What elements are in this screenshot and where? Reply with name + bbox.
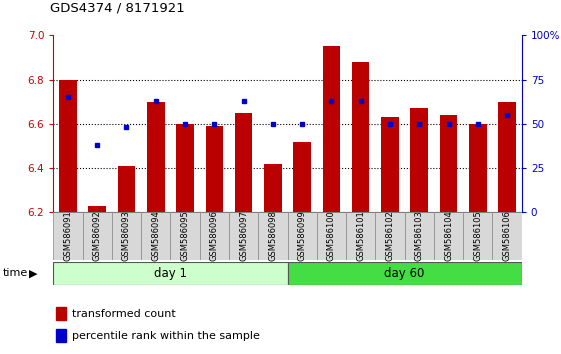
Bar: [411, 108, 428, 212]
Bar: [53, 262, 287, 285]
Bar: [375, 212, 404, 260]
Text: GSM586097: GSM586097: [239, 210, 248, 261]
Bar: [469, 124, 486, 212]
Bar: [141, 212, 171, 260]
Text: day 60: day 60: [384, 267, 425, 280]
Text: GSM586095: GSM586095: [181, 210, 190, 261]
Bar: [56, 330, 66, 342]
Text: GSM586092: GSM586092: [93, 210, 102, 261]
Bar: [147, 102, 164, 212]
Bar: [89, 206, 106, 212]
Text: GSM586102: GSM586102: [385, 210, 394, 261]
Text: ▶: ▶: [29, 268, 38, 279]
Bar: [171, 212, 200, 260]
Text: GSM586099: GSM586099: [298, 210, 307, 261]
Bar: [498, 102, 516, 212]
Bar: [287, 212, 317, 260]
Bar: [463, 212, 493, 260]
Bar: [258, 212, 287, 260]
Text: GSM586101: GSM586101: [356, 210, 365, 261]
Text: GSM586093: GSM586093: [122, 210, 131, 261]
Text: percentile rank within the sample: percentile rank within the sample: [72, 331, 260, 341]
Text: GSM586100: GSM586100: [327, 210, 336, 261]
Bar: [352, 62, 370, 212]
Text: GSM586103: GSM586103: [415, 210, 424, 261]
Bar: [53, 212, 82, 260]
Text: GSM586104: GSM586104: [444, 210, 453, 261]
Bar: [440, 115, 457, 212]
Bar: [381, 117, 399, 212]
Bar: [229, 212, 258, 260]
Bar: [323, 46, 340, 212]
Bar: [200, 212, 229, 260]
Text: transformed count: transformed count: [72, 309, 176, 319]
Bar: [59, 80, 77, 212]
Bar: [82, 212, 112, 260]
Bar: [264, 164, 282, 212]
Bar: [293, 142, 311, 212]
Bar: [287, 262, 522, 285]
Text: GSM586091: GSM586091: [63, 210, 72, 261]
Bar: [317, 212, 346, 260]
Bar: [404, 212, 434, 260]
Text: GSM586098: GSM586098: [268, 210, 277, 261]
Text: GSM586105: GSM586105: [473, 210, 482, 261]
Bar: [56, 307, 66, 320]
Text: time: time: [3, 268, 28, 279]
Bar: [235, 113, 252, 212]
Text: day 1: day 1: [154, 267, 187, 280]
Bar: [434, 212, 463, 260]
Bar: [118, 166, 135, 212]
Text: GSM586096: GSM586096: [210, 210, 219, 261]
Text: GSM586094: GSM586094: [151, 210, 160, 261]
Text: GSM586106: GSM586106: [503, 210, 512, 261]
Bar: [493, 212, 522, 260]
Bar: [176, 124, 194, 212]
Bar: [346, 212, 375, 260]
Bar: [112, 212, 141, 260]
Bar: [205, 126, 223, 212]
Text: GDS4374 / 8171921: GDS4374 / 8171921: [50, 1, 185, 14]
